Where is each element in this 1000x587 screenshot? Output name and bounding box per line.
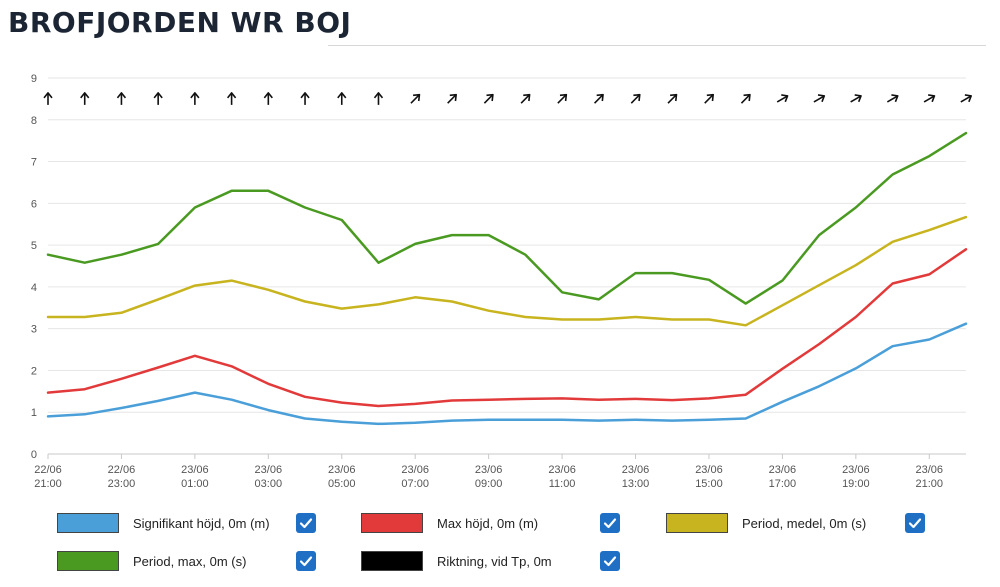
page-title: BROFJORDEN WR BOJ	[8, 6, 352, 39]
x-tick-date: 22/06	[108, 464, 136, 476]
x-tick-date: 23/06	[181, 464, 209, 476]
direction-arrow-icon	[520, 93, 531, 104]
x-tick-date: 23/06	[622, 464, 650, 476]
direction-arrow-icon	[43, 92, 53, 105]
x-tick-date: 23/06	[255, 464, 283, 476]
x-tick-time: 05:00	[328, 478, 356, 490]
legend-checkbox-period-mean[interactable]	[905, 513, 925, 533]
series-line-1	[46, 322, 968, 426]
direction-arrow-icon	[483, 93, 494, 104]
direction-arrow-icon	[850, 94, 862, 103]
direction-arrow-icon	[630, 93, 641, 104]
legend-label-significant-height: Signifikant höjd, 0m (m)	[133, 515, 270, 531]
y-tick-label: 5	[31, 240, 37, 252]
y-tick-label: 6	[31, 198, 37, 210]
direction-arrow-icon	[263, 92, 273, 105]
legend-swatch-period-max	[57, 551, 119, 571]
series-line-2	[46, 248, 968, 408]
x-tick-date: 23/06	[769, 464, 797, 476]
direction-arrow-icon	[776, 94, 789, 103]
direction-arrow-icon	[116, 92, 127, 105]
x-tick-time: 19:00	[842, 478, 870, 490]
direction-arrow-icon	[337, 92, 347, 105]
legend-label-period-mean: Period, medel, 0m (s)	[742, 515, 867, 531]
wave-chart: 0 1 2 3 4 5 6 7 8 9 22/06 21:00 22/06 23:00 23/06 01:00…	[31, 73, 972, 490]
direction-arrow-icon	[447, 93, 457, 104]
legend-item-period-mean[interactable]: Period, medel, 0m (s)	[666, 511, 866, 535]
x-tick-date: 23/06	[328, 464, 356, 476]
x-tick-time: 23:00	[108, 478, 136, 490]
direction-arrow-icon	[923, 94, 936, 103]
x-tick-time: 17:00	[769, 478, 797, 490]
x-tick-time: 01:00	[181, 478, 209, 490]
legend-checkbox-period-max[interactable]	[296, 551, 316, 571]
checkmark-icon	[299, 518, 313, 529]
direction-arrow-icon	[300, 92, 310, 105]
x-tick-date: 23/06	[401, 464, 429, 476]
x-tick-time: 15:00	[695, 478, 723, 490]
direction-arrow-icon	[667, 93, 678, 104]
direction-arrow-icon	[80, 92, 90, 105]
y-tick-label: 0	[31, 449, 37, 461]
checkmark-icon	[299, 556, 313, 567]
direction-arrow-icon	[740, 93, 751, 104]
x-tick-time: 13:00	[622, 478, 650, 490]
x-tick-time: 11:00	[549, 478, 576, 490]
x-tick-time: 09:00	[475, 478, 503, 490]
title-divider	[328, 45, 986, 46]
direction-arrow-icon	[960, 94, 972, 103]
x-tick-time: 07:00	[401, 478, 429, 490]
checkmark-icon	[603, 518, 617, 529]
direction-arrow-icon	[226, 92, 237, 105]
direction-arrow-icon	[704, 93, 715, 104]
x-tick-time: 21:00	[916, 478, 944, 490]
checkmark-icon	[908, 518, 922, 529]
legend-checkbox-max-height[interactable]	[600, 513, 620, 533]
legend-item-max-height[interactable]: Max höjd, 0m (m)	[361, 511, 538, 535]
legend-swatch-max-height	[361, 513, 423, 533]
x-tick-time: 03:00	[255, 478, 283, 490]
x-tick-date: 23/06	[548, 464, 576, 476]
y-tick-label: 4	[31, 282, 37, 294]
legend-swatch-period-mean	[666, 513, 728, 533]
x-tick-date: 23/06	[916, 464, 944, 476]
legend-label-period-max: Period, max, 0m (s)	[133, 553, 247, 569]
direction-arrow-icon	[593, 93, 604, 104]
direction-arrow-icon	[813, 94, 826, 103]
x-tick-date: 23/06	[842, 464, 870, 476]
legend-swatch-significant-height	[57, 513, 119, 533]
checkmark-icon	[603, 556, 617, 567]
direction-arrow-icon	[373, 92, 384, 105]
direction-arrow-icon	[410, 93, 421, 104]
direction-arrow-icon	[190, 92, 200, 105]
x-tick-date: 23/06	[695, 464, 723, 476]
legend-checkbox-significant-height[interactable]	[296, 513, 316, 533]
x-tick-date: 23/06	[475, 464, 503, 476]
series-line-3	[46, 215, 968, 327]
legend-item-period-max[interactable]: Period, max, 0m (s)	[57, 549, 246, 573]
chart-legend: Signifikant höjd, 0m (m) Max höjd, 0m (m…	[0, 505, 1000, 587]
direction-arrow-icon	[886, 94, 899, 103]
legend-checkbox-direction[interactable]	[600, 551, 620, 571]
legend-item-direction[interactable]: Riktning, vid Tp, 0m	[361, 549, 552, 573]
series-line-4	[46, 131, 968, 305]
y-tick-label: 1	[31, 407, 37, 419]
direction-arrow-icon	[153, 92, 163, 105]
y-tick-label: 2	[31, 365, 37, 377]
y-tick-label: 8	[31, 115, 37, 127]
legend-label-max-height: Max höjd, 0m (m)	[437, 515, 539, 531]
x-tick-time: 21:00	[34, 478, 62, 490]
y-tick-label: 3	[31, 324, 37, 336]
legend-swatch-direction	[361, 551, 423, 571]
x-tick-date: 22/06	[34, 464, 62, 476]
y-tick-label: 9	[31, 73, 37, 85]
y-tick-label: 7	[31, 157, 37, 169]
legend-item-significant-height[interactable]: Signifikant höjd, 0m (m)	[57, 511, 270, 535]
legend-label-direction: Riktning, vid Tp, 0m	[437, 553, 552, 569]
direction-arrow-icon	[557, 93, 568, 104]
